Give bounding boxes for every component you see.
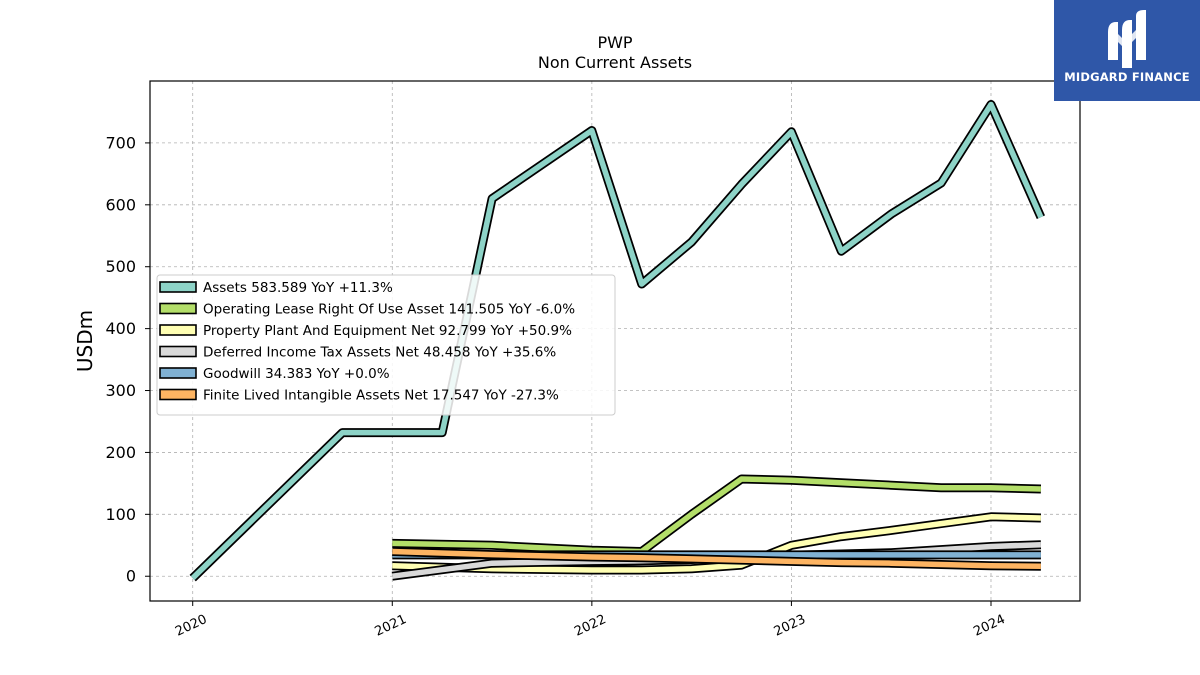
series-line-stroke <box>392 476 1041 555</box>
plot-frame <box>149 80 1081 602</box>
legend-swatch <box>159 324 197 336</box>
legend-box <box>156 274 616 416</box>
y-tick-label: 400 <box>105 319 136 338</box>
y-tick-label: 600 <box>105 195 136 214</box>
brand-logo-text: MIDGARD FINANCE <box>1064 70 1190 84</box>
legend-swatch <box>159 388 197 401</box>
chart-title: PWP <box>597 33 632 52</box>
x-tick-label: 2024 <box>971 612 1007 640</box>
y-tick-label: 100 <box>105 505 136 524</box>
series-lines <box>189 100 1046 582</box>
x-tick-label: 2022 <box>572 612 608 640</box>
x-tick-label: 2021 <box>373 612 409 640</box>
series-line-stroke <box>392 548 1041 570</box>
y-tick-label: 700 <box>105 133 136 152</box>
legend-swatch <box>159 367 197 379</box>
legend-entry: Operating Lease Right Of Use Asset 141.5… <box>203 302 575 318</box>
chart-subtitle: Non Current Assets <box>538 53 692 72</box>
x-tick-label: 2023 <box>772 612 808 640</box>
legend-entry: Assets 583.589 YoY +11.3% <box>203 280 393 296</box>
x-tick-label: 2020 <box>173 612 209 640</box>
legend-entry: Finite Lived Intangible Assets Net 17.54… <box>203 388 559 404</box>
legend-entry: Goodwill 34.383 YoY +0.0% <box>203 366 390 382</box>
brand-logo: MIDGARD FINANCE <box>1054 0 1200 101</box>
legend-swatch <box>159 302 197 315</box>
legend-swatch <box>159 281 197 293</box>
y-tick-label: 0 <box>126 567 136 586</box>
legend-entry: Deferred Income Tax Assets Net 48.458 Yo… <box>203 345 556 361</box>
series-line <box>392 474 1042 556</box>
series-line-stroke <box>190 101 1044 581</box>
brand-logo-mark-icon <box>1108 10 1146 68</box>
y-tick-label: 200 <box>105 443 136 462</box>
legend-swatch <box>159 345 197 358</box>
y-tick-label: 300 <box>105 381 136 400</box>
series-line <box>392 547 1041 571</box>
legend-entry: Property Plant And Equipment Net 92.799 … <box>203 323 572 339</box>
y-axis-label: USDm <box>73 310 97 372</box>
series-line <box>189 100 1046 582</box>
y-tick-label: 500 <box>105 257 136 276</box>
legend: Assets 583.589 YoY +11.3% Operating Lease… <box>156 274 616 416</box>
